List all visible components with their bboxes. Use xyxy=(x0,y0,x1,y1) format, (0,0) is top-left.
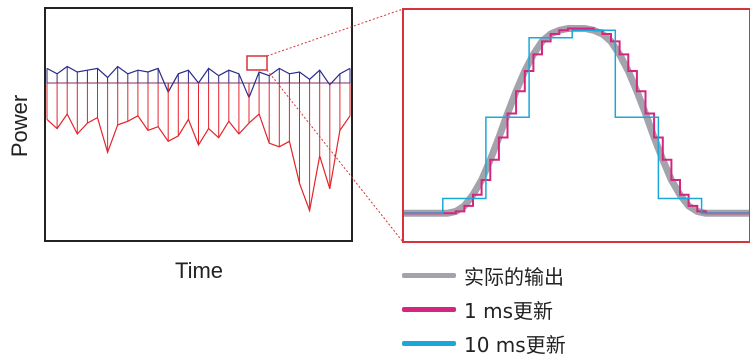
left-plot-area xyxy=(46,65,351,213)
legend-swatch-1ms-update xyxy=(402,306,456,312)
series-line-actual-output xyxy=(404,25,749,217)
y-axis-label: Power xyxy=(7,95,32,157)
right-plot-area xyxy=(404,25,749,217)
legend-label-1ms-update: 1 ms更新 xyxy=(464,298,553,323)
legend-swatch-actual-output xyxy=(402,272,456,278)
legend-label-actual-output: 实际的输出 xyxy=(464,264,564,289)
zoom-region-box xyxy=(246,55,268,71)
left-plot-frame xyxy=(44,7,353,242)
series-line-1ms-update xyxy=(404,27,749,215)
series-line-10ms-update xyxy=(404,29,749,215)
legend-swatch-10ms-update xyxy=(402,340,456,346)
legend-item-1ms-update: 1 ms更新 xyxy=(402,292,566,326)
x-axis-label: Time xyxy=(175,258,223,283)
right-plot-frame xyxy=(402,8,750,243)
legend-label-10ms-update: 10 ms更新 xyxy=(464,332,566,357)
legend-item-10ms-update: 10 ms更新 xyxy=(402,326,566,360)
legend-item-actual-output: 实际的输出 xyxy=(402,258,566,292)
zoom-connector-top xyxy=(266,8,404,57)
zoom-connector-bottom xyxy=(266,69,404,243)
legend: 实际的输出 1 ms更新 10 ms更新 xyxy=(402,258,566,360)
